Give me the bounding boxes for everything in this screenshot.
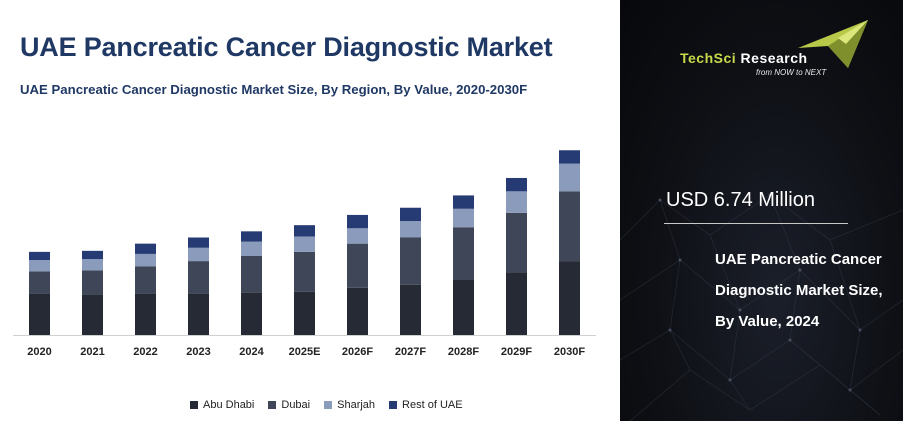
bar-dubai-2027f	[400, 237, 421, 285]
x-tick-label: 2028F	[448, 346, 479, 358]
bar-dubai-2030f	[559, 191, 580, 262]
bar-sharjah-2025e	[294, 236, 315, 252]
brand-name-part2: Research	[736, 50, 808, 66]
market-value: USD 6.74 Million	[666, 189, 815, 211]
bar-abu-dhabi-2025e	[294, 291, 315, 335]
techsci-logo-icon	[798, 20, 868, 68]
bar-dubai-2025e	[294, 251, 315, 292]
legend-swatch	[324, 401, 333, 409]
legend-item: Abu Dhabi	[190, 399, 254, 411]
legend-swatch	[389, 401, 398, 409]
bar-rest-of-uae-2028f	[453, 195, 474, 209]
x-tick-label: 2029F	[501, 346, 532, 358]
bar-rest-of-uae-2020	[29, 251, 50, 261]
bar-abu-dhabi-2029f	[506, 272, 527, 335]
legend-item: Dubai	[268, 399, 310, 411]
bar-rest-of-uae-2022	[135, 243, 156, 254]
bar-dubai-2022	[135, 266, 156, 294]
bar-dubai-2021	[82, 270, 103, 295]
bar-sharjah-2022	[135, 253, 156, 267]
bar-sharjah-2027f	[400, 221, 421, 238]
stacked-bar-chart: 2020 2021 2022 2023 2024 2025E 2026F 2027F 2028F…	[13, 150, 596, 358]
bar-rest-of-uae-2021	[82, 250, 103, 260]
bar-dubai-2026f	[347, 243, 368, 288]
bar-sharjah-2024	[241, 241, 262, 256]
legend-swatch	[268, 401, 277, 409]
bar-abu-dhabi-2021	[82, 294, 103, 335]
bar-rest-of-uae-2030f	[559, 150, 580, 164]
bar-abu-dhabi-2026f	[347, 287, 368, 335]
legend-label: Abu Dhabi	[203, 399, 255, 411]
bar-rest-of-uae-2029f	[506, 177, 527, 192]
x-tick-label: 2030F	[554, 346, 585, 358]
legend-label: Dubai	[281, 399, 311, 411]
chart-subtitle: UAE Pancreatic Cancer Diagnostic Market …	[20, 82, 528, 97]
summary-panel: TechSci Research from NOW to NEXT USD 6.…	[620, 0, 903, 421]
bar-rest-of-uae-2024	[241, 231, 262, 242]
legend-item: Rest of UAE	[389, 399, 463, 411]
bar-dubai-2023	[188, 261, 209, 294]
bar-sharjah-2026f	[347, 228, 368, 244]
bar-sharjah-2028f	[453, 208, 474, 228]
bar-abu-dhabi-2024	[241, 292, 262, 335]
bar-abu-dhabi-2030f	[559, 261, 580, 335]
bar-dubai-2024	[241, 255, 262, 293]
x-tick-label: 2021	[80, 346, 104, 358]
bar-rest-of-uae-2023	[188, 237, 209, 248]
bar-sharjah-2021	[82, 259, 103, 271]
legend-label: Sharjah	[337, 399, 376, 411]
bar-abu-dhabi-2023	[188, 293, 209, 335]
chart-legend: Abu Dhabi Dubai Sharjah Rest of UAE	[190, 399, 463, 411]
bar-dubai-2029f	[506, 212, 527, 273]
bar-abu-dhabi-2022	[135, 293, 156, 335]
x-tick-label: 2026F	[342, 346, 373, 358]
bar-sharjah-2030f	[559, 163, 580, 192]
x-tick-label: 2023	[186, 346, 210, 358]
bar-sharjah-2023	[188, 247, 209, 262]
chart-panel: UAE Pancreatic Cancer Diagnostic Market …	[13, 32, 596, 411]
bar-dubai-2020	[29, 271, 50, 294]
bar-rest-of-uae-2026f	[347, 214, 368, 229]
bar-sharjah-2029f	[506, 191, 527, 213]
brand-name-part1: TechSci	[680, 50, 737, 66]
market-description: UAE Pancreatic Cancer Diagnostic Market …	[715, 251, 883, 330]
bar-abu-dhabi-2027f	[400, 284, 421, 335]
legend-swatch	[190, 401, 198, 409]
x-tick-label: 2022	[133, 346, 157, 358]
divider	[664, 223, 848, 224]
x-tick-label: 2020	[27, 346, 51, 358]
bar-rest-of-uae-2025e	[294, 225, 315, 237]
legend-label: Rest of UAE	[402, 399, 463, 411]
x-tick-label: 2027F	[395, 346, 426, 358]
bar-rest-of-uae-2027f	[400, 207, 421, 222]
bar-abu-dhabi-2020	[29, 293, 50, 335]
network-background-graphic	[620, 193, 903, 421]
x-tick-label: 2025E	[289, 346, 321, 358]
bar-dubai-2028f	[453, 227, 474, 280]
page-title: UAE Pancreatic Cancer Diagnostic Market	[20, 32, 553, 62]
legend-item: Sharjah	[324, 399, 375, 411]
bar-abu-dhabi-2028f	[453, 279, 474, 335]
bar-sharjah-2020	[29, 260, 50, 272]
brand-name: TechSci Research	[680, 50, 808, 66]
brand-tagline: from NOW to NEXT	[756, 68, 827, 77]
x-tick-label: 2024	[239, 346, 264, 358]
